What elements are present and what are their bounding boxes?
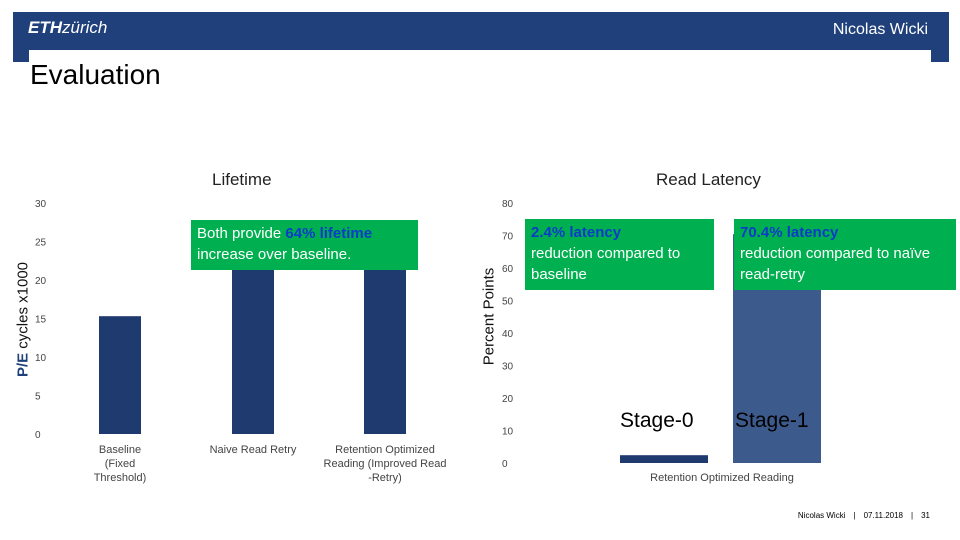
lifetime-y-tick-label: 5 [35,392,41,403]
stage0-callout-text: reduction compared to baseline [531,245,681,283]
logo-rest: zürich [62,18,108,37]
latency-y-tick-label: 50 [502,297,514,308]
latency-x-tick-label: Retention Optimized Reading [650,472,794,484]
latency-chart-title: Read Latency [656,170,761,189]
lifetime-y-tick-label: 10 [35,353,47,364]
lifetime-bar [99,316,141,434]
eth-logo: ETHzürich [28,18,107,38]
lifetime-y-tick-label: 20 [35,276,47,287]
slide-title: Evaluation [30,59,161,90]
lifetime-y-tick-label: 15 [35,315,47,326]
header-strip-right [931,50,949,62]
lifetime-chart-title: Lifetime [212,170,272,189]
footer-page: 31 [921,511,930,520]
latency-y-tick-label: 80 [502,199,514,210]
stage1-callout-text: reduction compared to naïve read-retry [740,245,931,283]
lifetime-x-tick-label: Baseline (Fixed Threshold) [94,444,147,484]
latency-y-axis-label: Percent Points [480,267,498,366]
lifetime-bar [364,240,406,434]
latency-y-tick-label: 20 [502,394,514,405]
lifetime-x-tick-label: Retention Optimized Reading (Improved Rea… [324,444,447,484]
ylabel-pe: P/E [14,352,32,378]
lifetime-y-tick-label: 30 [35,199,47,210]
callout-text-post: increase over baseline. [197,246,352,263]
lifetime-callout: Both provide 64% lifetime increase over … [191,220,418,270]
footer: Nicolas Wicki | 07.11.2018 | 31 [794,511,934,520]
latency-y-tick-label: 60 [502,264,514,275]
latency-y-tick-label: 30 [502,362,514,373]
header-bar [13,12,949,50]
lifetime-bar [232,240,274,434]
latency-y-tick-label: 0 [502,459,508,470]
latency-bar-stage-0 [620,455,708,463]
lifetime-x-tick-label: Naive Read Retry [210,444,297,456]
lifetime-chart: 0 5 10 15 20 25 30 Baseline (Fixed Threshold) Naiv… [35,199,447,484]
stage1-label: Stage-1 [735,409,809,432]
stage0-label: Stage-0 [620,409,694,432]
latency-y-tick-label: 10 [502,427,514,438]
footer-sep-2: | [911,511,914,520]
ylabel-cycles: cycles x1000 [14,261,32,353]
stage0-callout-highlight: 2.4% latency [531,224,622,241]
footer-date: 07.11.2018 [863,511,904,520]
callout-text-pre: Both provide [197,225,286,242]
footer-author: Nicolas Wicki [797,511,846,520]
lifetime-y-axis-label: P/E cycles x1000 [15,245,32,395]
footer-sep-1: | [853,511,856,520]
header-strip-left [13,50,29,62]
latency-y-tick-label: 70 [502,232,514,243]
stage0-callout: 2.4% latency reduction compared to baseli… [525,219,714,290]
stage1-callout-highlight: 70.4% latency [740,224,839,241]
latency-y-tick-label: 40 [502,329,514,340]
logo-bold: ETH [28,18,62,37]
lifetime-y-tick-label: 25 [35,238,47,249]
header-author: Nicolas Wicki [832,21,928,38]
stage1-callout: 70.4% latency reduction compared to naïve… [734,219,956,290]
callout-highlight: 64% lifetime [285,225,373,242]
lifetime-y-tick-label: 0 [35,430,41,441]
